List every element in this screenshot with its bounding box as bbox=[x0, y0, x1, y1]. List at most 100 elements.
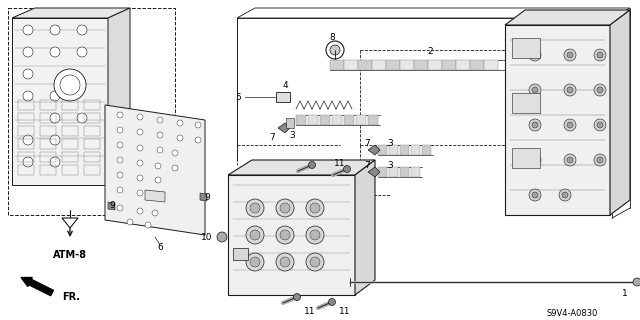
Circle shape bbox=[306, 199, 324, 217]
Text: 7: 7 bbox=[269, 132, 275, 141]
Polygon shape bbox=[332, 115, 342, 125]
Circle shape bbox=[326, 41, 344, 59]
Circle shape bbox=[23, 157, 33, 167]
Circle shape bbox=[246, 199, 264, 217]
Polygon shape bbox=[358, 60, 372, 70]
Text: 7: 7 bbox=[364, 139, 370, 148]
Circle shape bbox=[328, 299, 335, 306]
Polygon shape bbox=[344, 115, 354, 125]
Circle shape bbox=[310, 203, 320, 213]
Circle shape bbox=[597, 122, 603, 128]
Polygon shape bbox=[308, 115, 318, 125]
Text: 7: 7 bbox=[364, 161, 370, 170]
Polygon shape bbox=[105, 105, 205, 235]
Circle shape bbox=[155, 192, 161, 198]
Circle shape bbox=[597, 52, 603, 58]
Text: 4: 4 bbox=[282, 81, 288, 90]
Polygon shape bbox=[368, 167, 380, 177]
Polygon shape bbox=[389, 145, 398, 155]
Polygon shape bbox=[200, 193, 207, 201]
Circle shape bbox=[137, 129, 143, 135]
Circle shape bbox=[157, 132, 163, 138]
Polygon shape bbox=[278, 123, 290, 133]
Circle shape bbox=[117, 172, 123, 178]
Text: S9V4-A0830: S9V4-A0830 bbox=[547, 308, 598, 317]
Circle shape bbox=[23, 91, 33, 101]
Polygon shape bbox=[400, 145, 409, 155]
Circle shape bbox=[177, 120, 183, 126]
Circle shape bbox=[50, 113, 60, 123]
Circle shape bbox=[532, 192, 538, 198]
Polygon shape bbox=[233, 248, 248, 260]
Polygon shape bbox=[386, 60, 400, 70]
Circle shape bbox=[50, 157, 60, 167]
Circle shape bbox=[280, 257, 290, 267]
Polygon shape bbox=[368, 115, 378, 125]
Text: 11: 11 bbox=[304, 308, 316, 316]
Circle shape bbox=[137, 208, 143, 214]
Text: 3: 3 bbox=[387, 139, 393, 148]
Circle shape bbox=[529, 49, 541, 61]
Polygon shape bbox=[296, 115, 306, 125]
Polygon shape bbox=[378, 167, 387, 177]
Polygon shape bbox=[610, 10, 630, 215]
Polygon shape bbox=[422, 145, 431, 155]
Text: 1: 1 bbox=[622, 290, 628, 299]
Text: 2: 2 bbox=[427, 47, 433, 57]
Circle shape bbox=[60, 75, 80, 95]
Polygon shape bbox=[108, 8, 130, 185]
Polygon shape bbox=[414, 60, 428, 70]
Circle shape bbox=[532, 122, 538, 128]
Text: 5: 5 bbox=[235, 92, 241, 101]
Circle shape bbox=[54, 69, 86, 101]
Circle shape bbox=[529, 189, 541, 201]
Circle shape bbox=[564, 84, 576, 96]
Circle shape bbox=[276, 253, 294, 271]
Circle shape bbox=[23, 135, 33, 145]
Polygon shape bbox=[512, 93, 540, 113]
Polygon shape bbox=[442, 60, 456, 70]
Circle shape bbox=[23, 47, 33, 57]
Circle shape bbox=[529, 84, 541, 96]
Polygon shape bbox=[484, 60, 498, 70]
Circle shape bbox=[77, 113, 87, 123]
Polygon shape bbox=[505, 25, 610, 215]
Circle shape bbox=[562, 192, 568, 198]
Text: 3: 3 bbox=[387, 161, 393, 170]
Circle shape bbox=[50, 25, 60, 35]
Circle shape bbox=[280, 203, 290, 213]
Polygon shape bbox=[470, 60, 484, 70]
Circle shape bbox=[567, 52, 573, 58]
Text: FR.: FR. bbox=[62, 292, 80, 302]
Circle shape bbox=[567, 87, 573, 93]
Circle shape bbox=[559, 189, 571, 201]
Circle shape bbox=[567, 122, 573, 128]
Circle shape bbox=[117, 112, 123, 118]
Text: 9: 9 bbox=[109, 201, 115, 210]
Circle shape bbox=[250, 230, 260, 240]
Circle shape bbox=[310, 257, 320, 267]
Polygon shape bbox=[145, 190, 165, 202]
Circle shape bbox=[117, 205, 123, 211]
Circle shape bbox=[117, 142, 123, 148]
Polygon shape bbox=[108, 202, 115, 210]
Polygon shape bbox=[12, 8, 130, 18]
Circle shape bbox=[597, 157, 603, 163]
Polygon shape bbox=[456, 60, 470, 70]
Polygon shape bbox=[62, 218, 78, 228]
Circle shape bbox=[172, 150, 178, 156]
Polygon shape bbox=[372, 60, 386, 70]
Circle shape bbox=[195, 122, 201, 128]
Text: 8: 8 bbox=[329, 34, 335, 43]
Polygon shape bbox=[344, 60, 358, 70]
Circle shape bbox=[532, 52, 538, 58]
Circle shape bbox=[594, 49, 606, 61]
Circle shape bbox=[246, 226, 264, 244]
Polygon shape bbox=[320, 115, 330, 125]
Circle shape bbox=[529, 154, 541, 166]
Polygon shape bbox=[411, 145, 420, 155]
Circle shape bbox=[137, 160, 143, 166]
Text: 6: 6 bbox=[157, 244, 163, 252]
Circle shape bbox=[276, 226, 294, 244]
Polygon shape bbox=[330, 60, 344, 70]
